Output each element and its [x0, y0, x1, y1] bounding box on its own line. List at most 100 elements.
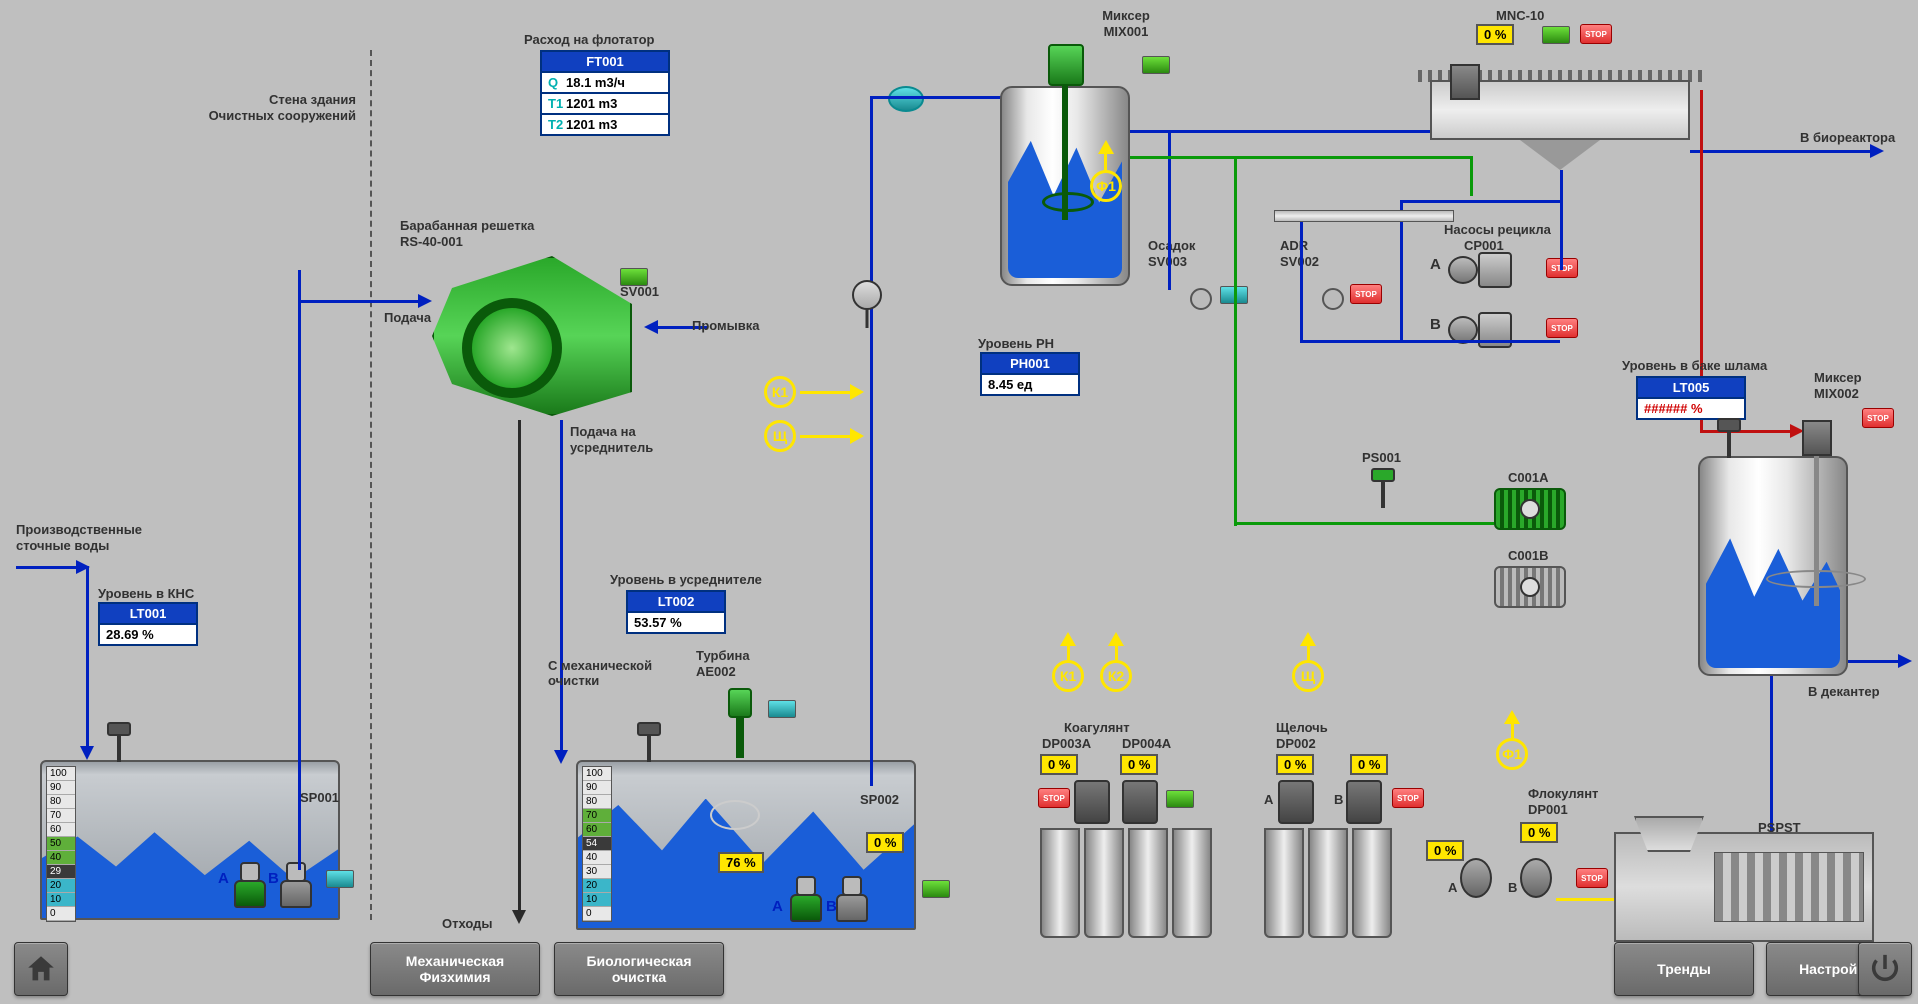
kns-pump-a-label: A: [218, 870, 229, 887]
mix1-tag: MIX001: [1086, 24, 1166, 39]
pipe-waste: [518, 420, 521, 910]
kns-scale: 1009080706050402920100: [46, 766, 76, 922]
marker-k1[interactable]: К1: [764, 376, 796, 408]
mix2-motor: [1802, 420, 1832, 456]
arrow-to-decanter: [1898, 654, 1912, 668]
sh-title: Щелочь: [1276, 720, 1328, 735]
sludge-title: Уровень в баке шлама: [1622, 358, 1767, 373]
flowmeter-ft001[interactable]: [888, 86, 924, 112]
sh-doser-a[interactable]: [1278, 780, 1314, 824]
sv002-title: ADR: [1280, 238, 1308, 253]
mnc-stop[interactable]: STOP: [1580, 24, 1612, 44]
koag-stop[interactable]: STOP: [1038, 788, 1070, 808]
sh-doser-b[interactable]: [1346, 780, 1382, 824]
arrow-inflow-down: [80, 746, 94, 760]
eq-pct-left: 76 %: [718, 852, 764, 873]
eq-sp-tag: SP002: [860, 792, 899, 807]
f1-a: [1504, 710, 1520, 724]
eq-tag: LT002: [628, 592, 724, 611]
pipe-tube: [1274, 210, 1454, 222]
eq-pump-a[interactable]: [788, 876, 824, 922]
compressor-c001b[interactable]: [1494, 566, 1566, 608]
pipe-red-h: [1700, 430, 1790, 433]
ph-databox[interactable]: PH001 8.45 ед: [980, 352, 1080, 396]
ph-sensor[interactable]: [852, 280, 882, 310]
kns-databox[interactable]: LT001 28.69 %: [98, 602, 198, 646]
turbine-tag: AE002: [696, 664, 736, 679]
koag-title: Коагулянт: [1064, 720, 1130, 735]
arrow-to-drum: [418, 294, 432, 308]
arrow-wash: [644, 320, 658, 334]
marker-dose-sh[interactable]: Щ: [1292, 660, 1324, 692]
nav-biological-button[interactable]: Биологическая очистка: [554, 942, 724, 996]
compressor-c001a[interactable]: [1494, 488, 1566, 530]
fl-doser-b[interactable]: [1520, 858, 1552, 898]
sludge-databox[interactable]: LT005 ###### %: [1636, 376, 1746, 420]
ft001-databox[interactable]: FT001 Q18.1 m3/ч T11201 m3 T21201 m3: [540, 50, 670, 136]
power-button[interactable]: [1858, 942, 1912, 996]
mix2-stop[interactable]: STOP: [1862, 408, 1894, 428]
koag-tank-3: [1128, 828, 1168, 938]
pump-cp001a[interactable]: [1448, 250, 1512, 290]
wash-label: Промывка: [692, 318, 760, 333]
power-icon: [1868, 952, 1902, 986]
eq-status[interactable]: [922, 880, 950, 898]
mixer-motor: [1048, 44, 1084, 86]
fl-pct-a: 0 %: [1426, 840, 1464, 861]
marker-sh[interactable]: Щ: [764, 420, 796, 452]
marker-f1[interactable]: Ф1: [1090, 170, 1122, 202]
filter-press[interactable]: [1614, 832, 1874, 942]
home-button[interactable]: [14, 942, 68, 996]
kns-level-sensor: [112, 722, 126, 762]
koag-doser-b[interactable]: [1122, 780, 1158, 824]
wall-label-1: Стена здания: [226, 92, 356, 107]
kns-pump-a[interactable]: [232, 862, 268, 908]
koag-doser-a[interactable]: [1074, 780, 1110, 824]
ps001-sensor[interactable]: [1376, 468, 1390, 508]
fl-tag: DP001: [1528, 802, 1568, 817]
cp001b-stop[interactable]: STOP: [1546, 318, 1578, 338]
fl-title: Флокулянт: [1528, 786, 1598, 801]
fl-doser-a[interactable]: [1460, 858, 1492, 898]
pipe-sv003: [1168, 130, 1171, 290]
koag-b: DP004A: [1122, 736, 1171, 751]
kns-pump-b[interactable]: [278, 862, 314, 908]
sv003-title: Осадок: [1148, 238, 1195, 253]
sh-a-lbl: A: [1264, 792, 1273, 807]
pipe-to-decanter: [1848, 660, 1898, 663]
koag-tank-1: [1040, 828, 1080, 938]
arrow-to-eq: [554, 750, 568, 764]
marker-dose-f1[interactable]: Ф1: [1496, 738, 1528, 770]
sludge-value: ###### %: [1638, 397, 1744, 418]
fl-stop[interactable]: STOP: [1576, 868, 1608, 888]
marker-koag-k2[interactable]: К2: [1100, 660, 1132, 692]
eq-databox[interactable]: LT002 53.57 %: [626, 590, 726, 634]
cp001-a: A: [1430, 256, 1441, 273]
drum-screen[interactable]: [432, 256, 632, 416]
home-icon: [24, 952, 58, 986]
mix1-status[interactable]: [1142, 56, 1170, 74]
wall-label-2: Очистных сооружений: [196, 108, 356, 123]
fl-b: B: [1508, 880, 1517, 895]
turbine-status[interactable]: [768, 700, 796, 718]
koag-stat[interactable]: [1166, 790, 1194, 808]
mix2-tag: MIX002: [1814, 386, 1859, 401]
pump-cp001b[interactable]: [1448, 310, 1512, 350]
pipe-grn-ps: [1234, 522, 1494, 525]
nav-mechanical-button[interactable]: Механическая Физхимия: [370, 942, 540, 996]
eq-pump-b[interactable]: [834, 876, 870, 922]
marker-koag-k1[interactable]: К1: [1052, 660, 1084, 692]
mnc-status-run[interactable]: [1542, 26, 1570, 44]
mixer-mix002[interactable]: [1698, 456, 1848, 676]
eq-pct-right: 0 %: [866, 832, 904, 853]
kns-status[interactable]: [326, 870, 354, 888]
sv002-stop[interactable]: STOP: [1350, 284, 1382, 304]
ph-value: 8.45 ед: [982, 373, 1078, 394]
fl-to-press: [1556, 898, 1614, 901]
koag-pct-b: 0 %: [1120, 754, 1158, 775]
turbine-ae002[interactable]: [718, 688, 762, 758]
nav-trends-button[interactable]: Тренды: [1614, 942, 1754, 996]
eq-scale: 1009080706054403020100: [582, 766, 612, 922]
sh-stop[interactable]: STOP: [1392, 788, 1424, 808]
pipe-mnc-down: [1560, 170, 1563, 270]
